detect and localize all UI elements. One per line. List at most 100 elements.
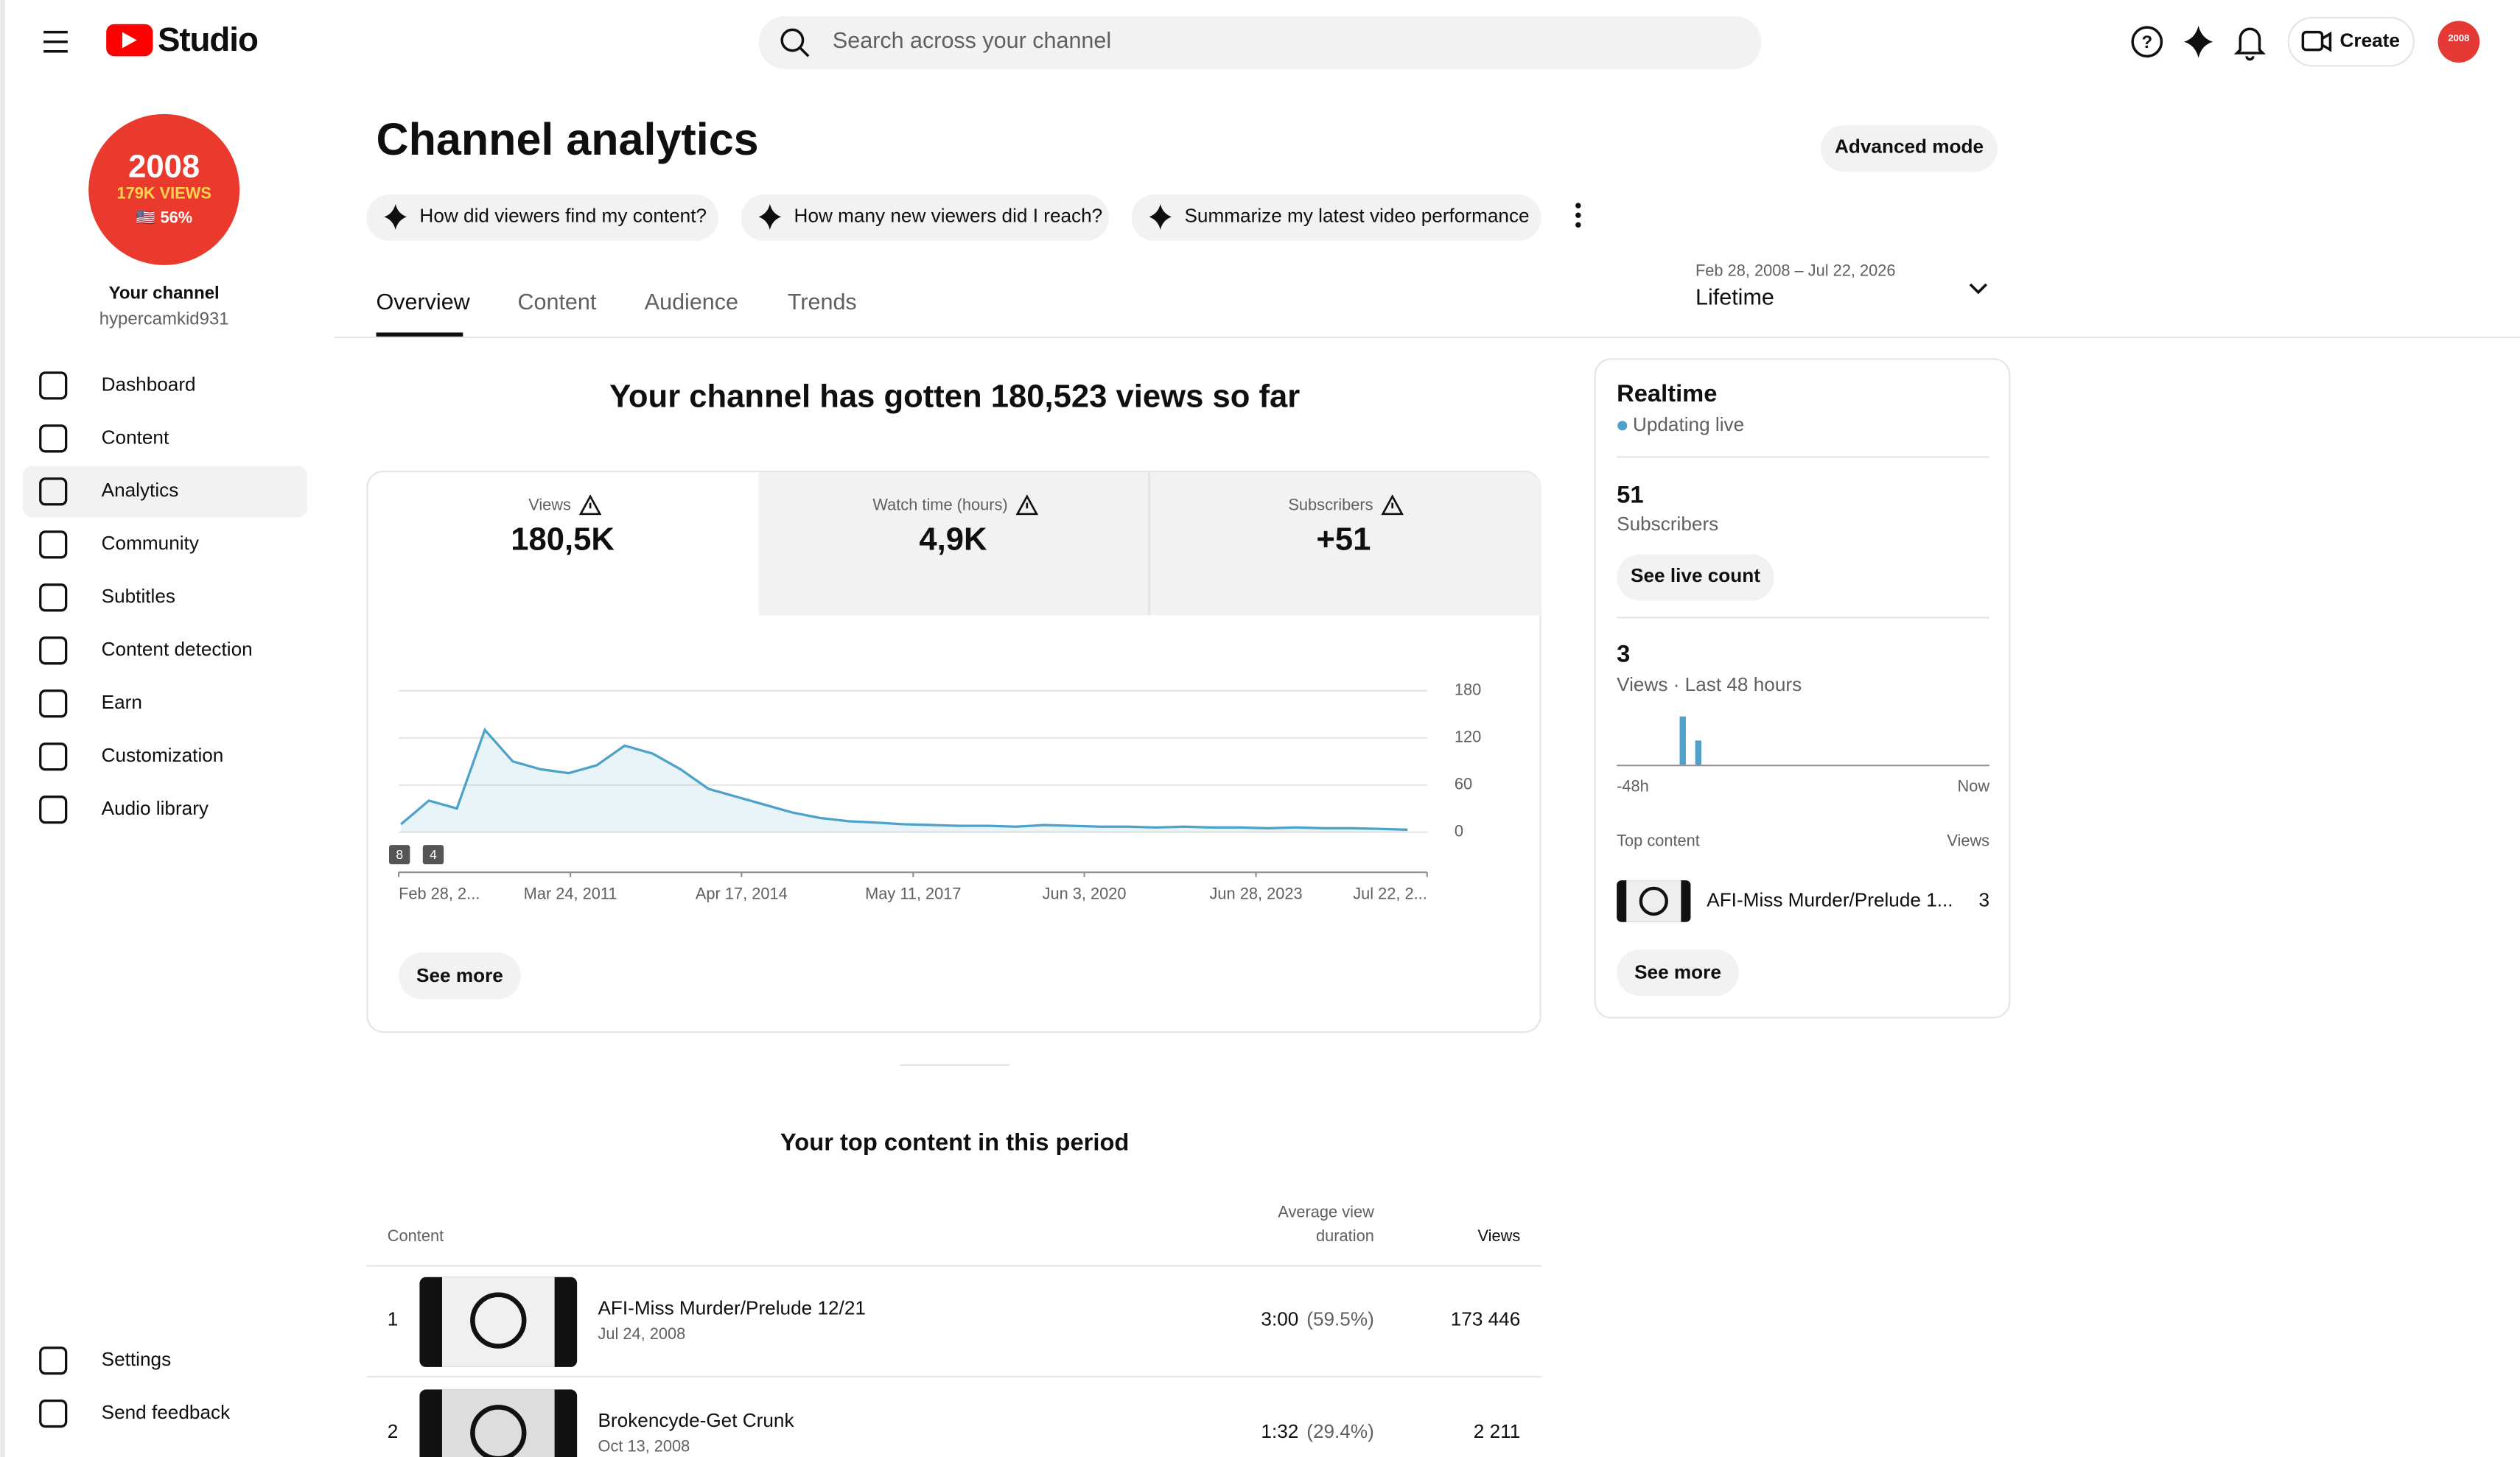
logo[interactable]: Studio [106, 21, 259, 58]
metric-tab[interactable]: Watch time (hours) 4,9K [872, 494, 1039, 558]
row-rank: 1 [388, 1308, 399, 1330]
bar [1695, 740, 1701, 765]
top-content-label: Top content [1617, 832, 1700, 850]
column-header: Average view [1278, 1202, 1374, 1221]
avatar-line: 179K VIEWS [116, 184, 211, 203]
page-title: Channel analytics [377, 114, 759, 164]
section-title: Your top content in this period [780, 1128, 1130, 1155]
realtime-card [1594, 358, 2011, 1019]
annotation: 8 [396, 847, 403, 862]
row-views: 173 446 [1451, 1308, 1521, 1330]
nav-label: Dashboard [102, 373, 196, 395]
nav-item[interactable]: Analytics [39, 477, 179, 506]
nav-label: Customization [102, 744, 224, 766]
y-tick-label: 120 [1455, 727, 1481, 745]
x-tick-label: May 11, 2017 [865, 884, 961, 902]
tab[interactable]: Trends [788, 289, 857, 315]
nav-icon [39, 636, 68, 665]
nav-icon [39, 583, 68, 612]
date-label: Lifetime [1695, 285, 1774, 310]
suggestion-chip[interactable]: Summarize my latest video performance [1131, 194, 1541, 242]
thumbnail-logo [470, 1405, 527, 1457]
row-title: Brokencyde-Get Crunk [598, 1409, 795, 1431]
sparkle-icon [1149, 203, 1172, 230]
nav-item[interactable]: Content [39, 424, 169, 453]
nav-icon [39, 796, 68, 824]
suggestion-chip[interactable]: How did viewers find my content? [366, 194, 719, 242]
nav-item[interactable]: Send feedback [39, 1400, 231, 1428]
nav-item[interactable]: Dashboard [39, 371, 196, 400]
button-label: See more [416, 964, 503, 986]
svg-text:?: ? [2141, 32, 2152, 52]
row-duration: 3:00 [1261, 1308, 1298, 1330]
content-title: AFI-Miss Murder/Prelude 1... [1707, 888, 1953, 910]
column-header: Content [388, 1226, 444, 1245]
logo-text: Studio [158, 21, 258, 58]
metric-label: Watch time (hours) [872, 496, 1007, 514]
chip-label: How did viewers find my content? [419, 204, 707, 226]
menu-button[interactable] [43, 30, 68, 53]
notifications-button[interactable] [2233, 27, 2267, 61]
nav-label: Earn [102, 691, 142, 713]
ai-button[interactable] [2183, 25, 2213, 58]
help-button[interactable]: ? [2131, 26, 2163, 58]
search-box[interactable]: Search across your channel [758, 15, 1762, 69]
y-tick-label: 60 [1455, 774, 1472, 793]
avatar-line: 🇺🇸 56% [136, 208, 192, 226]
nav-icon [39, 530, 68, 559]
row-percent: (29.4%) [1306, 1420, 1374, 1442]
subscriber-label: Subscribers [1617, 513, 1718, 535]
warning-icon [578, 494, 602, 516]
tab[interactable]: Content [517, 289, 596, 315]
metric-tab[interactable]: Views 180,5K [511, 494, 615, 558]
content-row[interactable]: 1 AFI-Miss Murder/Prelude 12/21 Jul 24, 20… [366, 1277, 1541, 1378]
nav-item[interactable]: Settings [39, 1347, 172, 1375]
see-more-button[interactable]: See more [399, 952, 521, 1000]
date-range: Feb 28, 2008 – Jul 22, 2026 [1695, 261, 1895, 279]
see-more-button[interactable]: See more [1617, 949, 1739, 997]
button-label: See live count [1631, 564, 1760, 586]
x-tick-label: Jun 3, 2020 [1043, 884, 1127, 902]
nav-item[interactable]: Audio library [39, 796, 209, 824]
nav-item[interactable]: Community [39, 530, 200, 559]
metric-tab[interactable]: Subscribers +51 [1288, 494, 1404, 558]
row-date: Oct 13, 2008 [598, 1437, 690, 1456]
top-content-item[interactable]: AFI-Miss Murder/Prelude 1... 3 [1617, 880, 1989, 922]
column-header: Views [1478, 1226, 1521, 1245]
x-tick-label: Jun 28, 2023 [1210, 884, 1303, 902]
nav-icon [39, 371, 68, 400]
content-views: 3 [1979, 888, 1990, 910]
warning-icon [1015, 494, 1039, 516]
live-dot [1617, 421, 1628, 431]
advanced-mode-button[interactable]: Advanced mode [1821, 125, 1998, 172]
channel-avatar[interactable]: 2008 179K VIEWS 🇺🇸 56% [88, 113, 240, 265]
area [401, 729, 1408, 832]
subscriber-count: 51 [1617, 481, 1643, 508]
create-button[interactable]: Create [2287, 16, 2415, 67]
more-button[interactable] [1575, 203, 1581, 228]
annotation-badge [422, 845, 444, 865]
nav-active-bg [22, 466, 307, 518]
row-rank: 2 [388, 1420, 399, 1442]
svg-text:2008: 2008 [2448, 32, 2469, 43]
nav-item[interactable]: Subtitles [39, 583, 175, 612]
views-count: 3 [1617, 639, 1630, 667]
channel-handle: hypercamkid931 [99, 309, 229, 329]
tab[interactable]: Audience [645, 289, 738, 315]
suggestion-chip[interactable]: How many new viewers did I reach? [741, 194, 1110, 242]
nav-item[interactable]: Customization [39, 742, 224, 771]
search-placeholder: Search across your channel [833, 28, 1111, 53]
content-row[interactable]: 2 Brokencyde-Get Crunk Oct 13, 2008 (29.4%)… [366, 1389, 1541, 1457]
sparkle-icon [384, 203, 407, 230]
live-status: Updating live [1633, 413, 1744, 435]
see-live-count-button[interactable]: See live count [1617, 554, 1774, 601]
nav-item[interactable]: Earn [39, 689, 142, 718]
account-avatar[interactable]: 2008 [2437, 21, 2480, 63]
metric-label: Subscribers [1288, 496, 1373, 514]
chip-label: How many new viewers did I reach? [794, 204, 1103, 226]
nav-item[interactable]: Content detection [39, 636, 253, 665]
nav-label: Settings [102, 1348, 172, 1370]
date-picker[interactable]: Feb 28, 2008 – Jul 22, 2026 Lifetime [1695, 261, 1987, 310]
x-tick-label: -48h [1617, 776, 1649, 795]
tab[interactable]: Overview [377, 289, 471, 315]
